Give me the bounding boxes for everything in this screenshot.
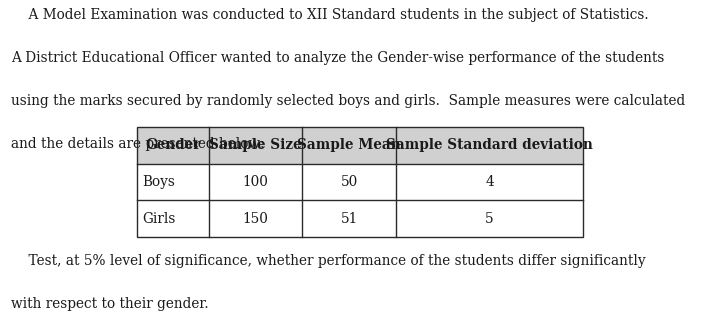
Text: A District Educational Officer wanted to analyze the Gender-wise performance of : A District Educational Officer wanted to… bbox=[11, 51, 664, 65]
Text: 150: 150 bbox=[243, 211, 269, 226]
Text: 50: 50 bbox=[341, 175, 358, 189]
Text: A Model Examination was conducted to XII Standard students in the subject of Sta: A Model Examination was conducted to XII… bbox=[11, 8, 649, 22]
Text: Gender: Gender bbox=[145, 138, 201, 153]
Bar bbox=[137, 127, 583, 237]
Text: with respect to their gender.: with respect to their gender. bbox=[11, 297, 208, 311]
Text: Sample Standard deviation: Sample Standard deviation bbox=[386, 138, 593, 153]
Text: 4: 4 bbox=[485, 175, 494, 189]
Text: and the details are presented below:: and the details are presented below: bbox=[11, 137, 264, 151]
Text: 100: 100 bbox=[243, 175, 269, 189]
Text: 5: 5 bbox=[485, 211, 494, 226]
Text: Sample Mean: Sample Mean bbox=[297, 138, 401, 153]
Text: 51: 51 bbox=[341, 211, 358, 226]
Bar bbox=[137, 127, 583, 164]
Text: Sample Size: Sample Size bbox=[210, 138, 302, 153]
Text: Boys: Boys bbox=[143, 175, 176, 189]
Text: using the marks secured by randomly selected boys and girls.  Sample measures we: using the marks secured by randomly sele… bbox=[11, 94, 685, 108]
Text: Girls: Girls bbox=[143, 211, 176, 226]
Text: Test, at 5% level of significance, whether performance of the students differ si: Test, at 5% level of significance, wheth… bbox=[11, 254, 645, 268]
